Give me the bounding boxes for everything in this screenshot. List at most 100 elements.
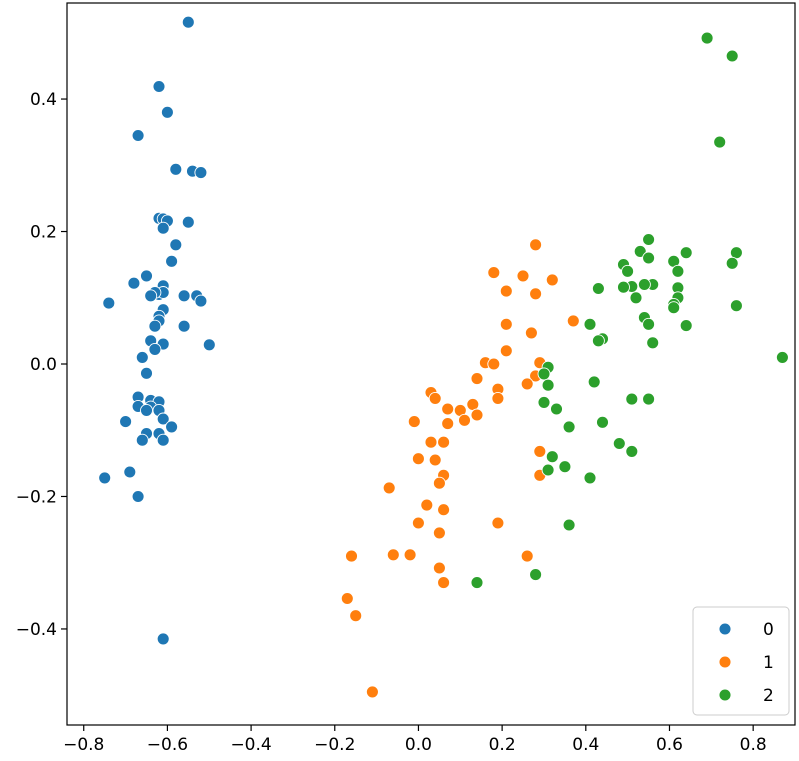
data-point-series-0 (194, 294, 208, 308)
data-point-series-1 (520, 549, 534, 563)
legend-label-2: 2 (763, 686, 774, 706)
data-point-series-2 (729, 299, 743, 313)
data-point-series-2 (596, 415, 609, 429)
data-point-series-0 (98, 471, 112, 485)
legend-marker-1 (718, 655, 732, 669)
data-point-series-2 (550, 402, 563, 416)
x-tick-label: 0.6 (656, 735, 683, 755)
data-point-series-2 (775, 350, 789, 364)
data-point-series-2 (591, 334, 605, 348)
data-point-series-0 (123, 465, 137, 479)
data-point-series-1 (529, 238, 543, 252)
data-point-series-2 (537, 367, 551, 381)
legend-marker-2 (718, 688, 732, 702)
data-point-series-0 (202, 338, 216, 352)
y-tick-label: 0.2 (30, 223, 57, 243)
data-point-series-1 (432, 561, 446, 575)
data-point-series-2 (667, 301, 681, 315)
data-point-series-0 (140, 269, 153, 283)
data-point-series-2 (700, 31, 714, 45)
data-point-series-1 (491, 516, 505, 530)
legend-label-1: 1 (763, 653, 774, 673)
data-point-series-0 (165, 420, 179, 434)
data-point-series-1 (458, 413, 471, 427)
data-point-series-2 (679, 319, 693, 333)
data-point-series-2 (625, 444, 639, 458)
data-point-series-1 (424, 435, 438, 449)
data-point-series-0 (156, 221, 170, 235)
data-point-series-2 (621, 264, 635, 278)
data-point-series-2 (713, 135, 727, 149)
plot-frame (66, 2, 796, 726)
data-point-series-0 (160, 105, 174, 119)
data-point-series-1 (533, 444, 547, 458)
data-point-series-2 (637, 278, 651, 291)
data-point-series-1 (470, 372, 484, 386)
data-point-series-2 (725, 256, 739, 270)
data-point-series-1 (382, 481, 396, 495)
data-point-series-1 (545, 273, 559, 287)
data-point-series-0 (194, 166, 208, 180)
data-point-series-0 (169, 162, 183, 176)
legend-box (692, 606, 790, 716)
data-point-series-2 (625, 392, 639, 406)
data-point-series-2 (633, 244, 647, 258)
data-point-series-1 (411, 452, 425, 466)
data-point-series-2 (591, 282, 605, 295)
x-tick-label: 0.8 (740, 735, 767, 755)
data-point-series-2 (529, 568, 543, 582)
data-point-series-0 (119, 415, 133, 429)
data-point-series-1 (499, 284, 513, 298)
data-point-series-1 (365, 685, 379, 699)
data-point-series-0 (152, 80, 166, 93)
data-point-series-0 (144, 289, 158, 303)
x-tick-label: 0.2 (489, 735, 516, 755)
data-point-series-2 (679, 246, 693, 260)
data-point-series-1 (441, 417, 455, 431)
data-point-series-0 (135, 350, 149, 364)
x-tick-label: −0.8 (63, 735, 104, 755)
data-point-series-1 (411, 516, 425, 530)
data-point-series-2 (612, 437, 626, 450)
data-point-series-1 (420, 498, 434, 512)
data-point-series-2 (541, 463, 555, 477)
data-point-series-1 (487, 266, 501, 280)
y-tick-label: 0.4 (30, 90, 57, 110)
data-point-series-2 (541, 378, 555, 392)
data-point-series-2 (642, 317, 656, 331)
x-tick-label: −0.4 (230, 735, 271, 755)
data-point-series-2 (562, 518, 576, 532)
x-tick-label: 0.0 (405, 735, 432, 755)
data-point-series-1 (566, 314, 580, 328)
data-point-series-1 (499, 317, 513, 331)
data-point-series-0 (165, 254, 179, 268)
data-point-series-0 (102, 296, 116, 310)
data-point-series-2 (545, 450, 559, 464)
data-point-series-1 (407, 415, 421, 429)
data-point-series-1 (340, 592, 354, 605)
data-point-series-2 (646, 336, 660, 350)
data-point-series-0 (140, 366, 153, 380)
data-point-series-1 (432, 476, 446, 490)
data-point-series-2 (642, 233, 656, 246)
y-tick-label: 0.0 (30, 355, 57, 375)
data-point-series-2 (642, 251, 656, 265)
data-point-series-0 (156, 433, 170, 447)
data-point-series-1 (432, 526, 446, 540)
data-point-series-1 (403, 548, 417, 562)
data-point-series-1 (524, 326, 538, 340)
data-point-series-2 (558, 460, 572, 474)
data-point-series-2 (671, 264, 685, 278)
data-point-series-2 (587, 375, 601, 389)
legend-marker-0 (718, 622, 732, 636)
x-tick-label: −0.2 (314, 735, 355, 755)
data-point-series-1 (520, 377, 534, 391)
data-point-series-1 (428, 391, 442, 405)
data-point-series-2 (629, 291, 643, 305)
data-point-series-2 (725, 49, 739, 63)
data-point-series-0 (181, 15, 195, 29)
data-point-series-0 (177, 319, 191, 333)
y-tick-label: −0.4 (16, 620, 57, 640)
data-point-series-0 (156, 412, 170, 426)
